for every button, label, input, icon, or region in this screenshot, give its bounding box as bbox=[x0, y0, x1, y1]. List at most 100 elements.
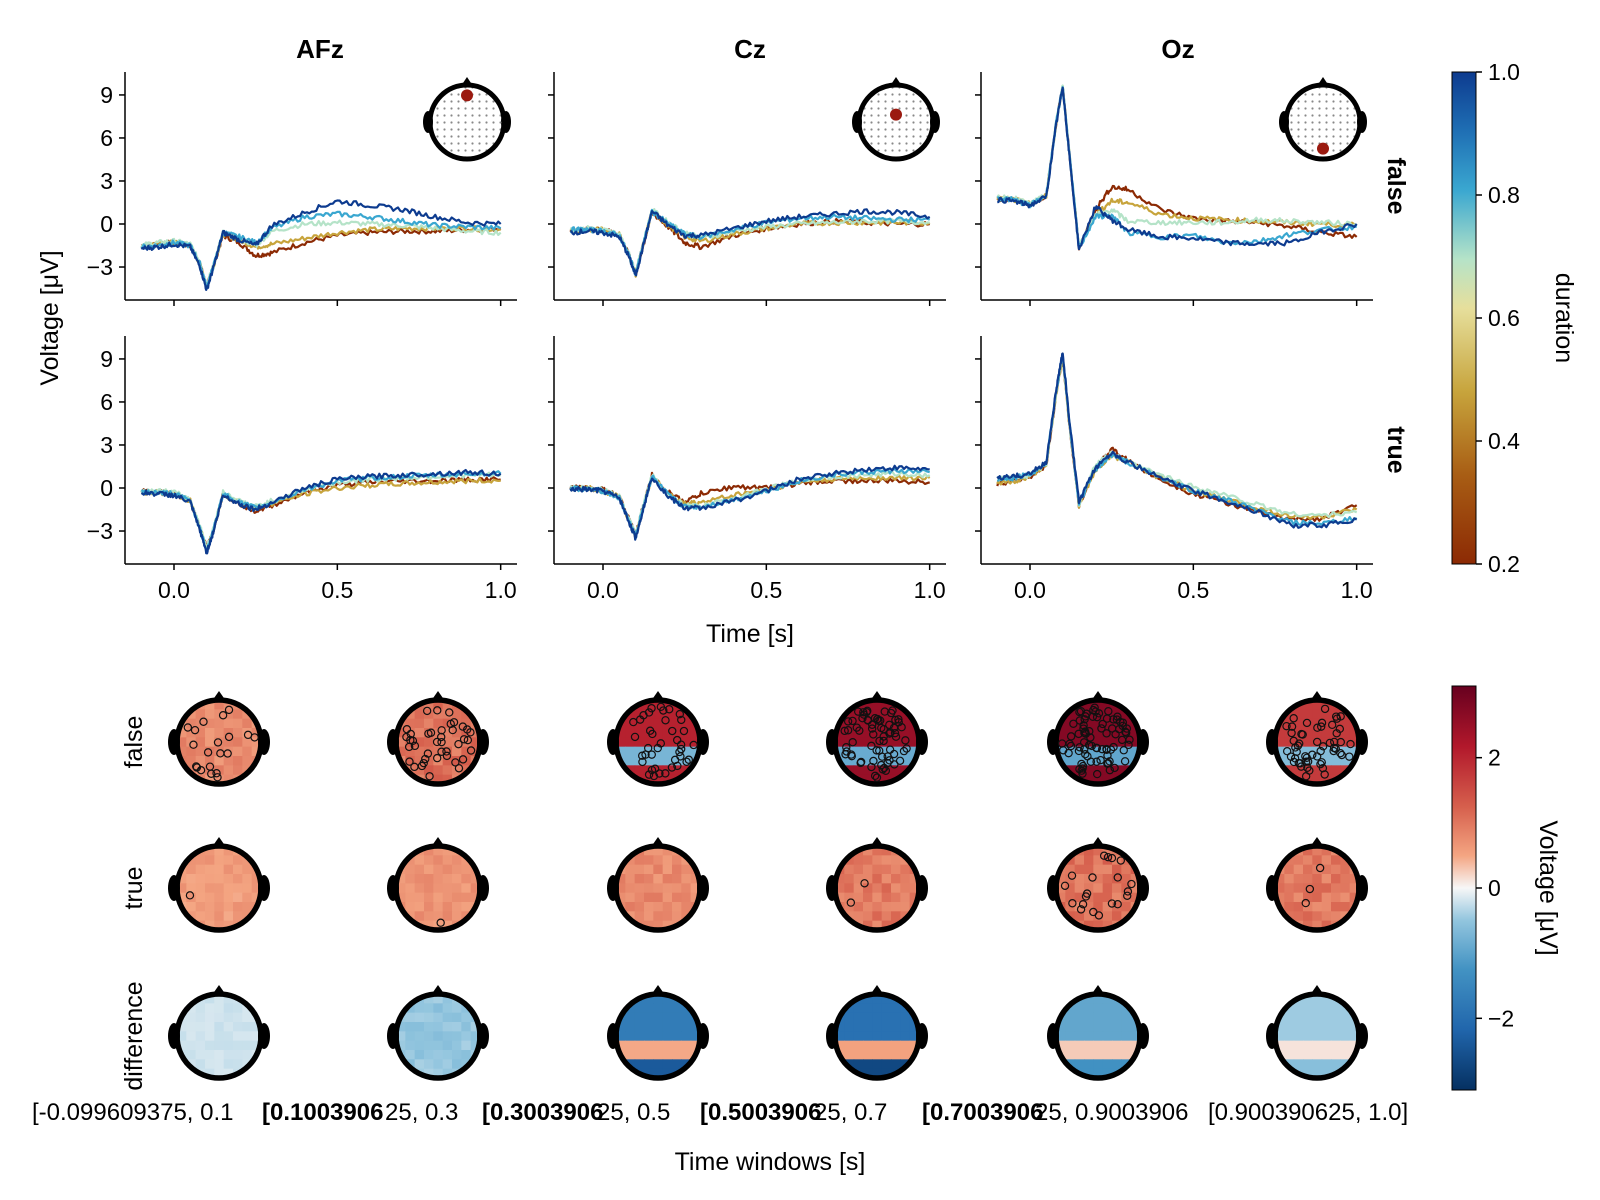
significant-channel-marker bbox=[1082, 889, 1092, 898]
topoplot-cell bbox=[891, 855, 901, 866]
topoplot-cell bbox=[1112, 1022, 1122, 1032]
topo-head-outline bbox=[613, 697, 703, 787]
topoplot-cell bbox=[891, 1050, 901, 1060]
topoplot-cell bbox=[853, 1059, 864, 1070]
topoplot-cell bbox=[1303, 892, 1313, 903]
topoplot-cell bbox=[835, 892, 845, 903]
topoplot-cell bbox=[853, 1040, 864, 1051]
topoplot-cell bbox=[1084, 774, 1094, 784]
significant-channel-marker bbox=[1289, 714, 1298, 723]
topoplot-cell bbox=[442, 883, 453, 894]
topoplot-cell bbox=[1065, 1022, 1076, 1032]
topoplot-cell bbox=[405, 746, 416, 757]
topoplot-cell bbox=[433, 864, 444, 875]
topoplot-cell bbox=[414, 874, 425, 884]
topoplot-cell bbox=[1130, 1031, 1140, 1042]
topoplot-cell bbox=[433, 1012, 444, 1023]
topoplot-cell bbox=[1349, 728, 1359, 738]
topoplot-cell bbox=[1084, 902, 1094, 912]
voltage-colorbar-tick-label: 2 bbox=[1488, 745, 1501, 771]
topoplot-cell bbox=[1084, 700, 1094, 710]
topoplot-cell bbox=[442, 874, 453, 884]
duration-colorbar-tick-label: 0.2 bbox=[1488, 551, 1520, 577]
significant-channel-marker bbox=[1069, 719, 1078, 728]
topoplot-cell bbox=[442, 1059, 453, 1070]
significant-channel-marker bbox=[1110, 763, 1119, 773]
topoplot-cell bbox=[1293, 1050, 1304, 1060]
topoplot-cell bbox=[1284, 728, 1295, 738]
topoplot-cell bbox=[1102, 911, 1113, 922]
topoplot-cell bbox=[1084, 846, 1094, 856]
significant-channel-marker bbox=[1097, 724, 1106, 733]
topoplot-cell bbox=[223, 765, 234, 776]
topoplot-cell bbox=[1321, 855, 1332, 866]
topoplot-cell bbox=[1293, 765, 1304, 776]
topoplot-cell bbox=[1349, 1068, 1359, 1078]
topoplot-cell bbox=[662, 1031, 673, 1042]
topoplot-cell bbox=[644, 1003, 654, 1014]
topoplot-false-window-6 bbox=[1266, 691, 1368, 787]
topoplot-cell bbox=[690, 774, 700, 784]
topoplot-cell bbox=[1074, 911, 1085, 922]
topoplot-cell bbox=[195, 765, 206, 776]
topoplot-cell bbox=[233, 1012, 243, 1023]
topoplot-cell bbox=[1331, 874, 1341, 884]
topoplot-cell bbox=[214, 718, 225, 729]
topoplot-cell bbox=[424, 920, 434, 930]
duration-colorbar-tick-label: 0.6 bbox=[1488, 305, 1520, 331]
topo-head-outline bbox=[393, 843, 483, 933]
topoplot-cell bbox=[452, 746, 462, 757]
significant-channel-marker bbox=[889, 723, 899, 733]
topoplot-cell bbox=[1093, 1022, 1104, 1032]
topoplot-cell bbox=[653, 756, 664, 766]
topoplot-cell bbox=[1331, 883, 1341, 894]
topoplot-cell bbox=[835, 1040, 845, 1051]
topoplot-cell bbox=[863, 774, 873, 784]
topoplot-cell bbox=[1275, 1022, 1285, 1032]
topoplot-cell bbox=[442, 746, 453, 757]
significant-channel-marker bbox=[1286, 752, 1296, 761]
topoplot-cell bbox=[251, 920, 261, 930]
topoplot-cell bbox=[625, 883, 636, 894]
topoplot-cell bbox=[881, 1059, 892, 1070]
topoplot-cell bbox=[881, 718, 892, 729]
significant-channel-marker bbox=[458, 722, 468, 731]
significant-channel-marker bbox=[867, 720, 877, 729]
significant-channel-marker bbox=[1078, 900, 1088, 909]
topoplot-cell bbox=[872, 700, 883, 710]
topoplot-cell bbox=[644, 774, 654, 784]
significant-channel-marker bbox=[1088, 873, 1097, 882]
topoplot-cell bbox=[891, 874, 901, 884]
topoplot-cell bbox=[1121, 728, 1132, 738]
topoplot-cell bbox=[863, 700, 873, 710]
significant-channel-marker bbox=[643, 743, 653, 753]
window-label-4a: [0.5003906 bbox=[700, 1099, 821, 1126]
significant-channel-marker bbox=[1111, 730, 1120, 739]
topoplot-cell bbox=[214, 1022, 225, 1032]
topoplot-cell bbox=[461, 746, 472, 757]
topoplot-cell bbox=[1321, 1031, 1332, 1042]
topoplot-cell bbox=[214, 902, 225, 912]
topoplot-cell bbox=[1084, 718, 1094, 729]
topoplot-cell bbox=[616, 892, 626, 903]
topoplot-cell bbox=[872, 718, 883, 729]
topoplot-cell bbox=[223, 855, 234, 866]
significant-channel-marker bbox=[867, 724, 877, 733]
topoplot-cell bbox=[1303, 1059, 1313, 1070]
topoplot-cell bbox=[1293, 1040, 1304, 1051]
topoplot-cell bbox=[442, 1050, 453, 1060]
topoplot-cell bbox=[1093, 1068, 1104, 1078]
topoplot-cell bbox=[223, 1059, 234, 1070]
topoplot-cell bbox=[616, 883, 626, 894]
significant-channel-marker bbox=[1124, 740, 1133, 750]
topoplot-cell bbox=[863, 883, 873, 894]
topoplot-cell bbox=[1056, 874, 1066, 884]
topoplot-cell bbox=[1321, 892, 1332, 903]
topoplot-cell bbox=[1074, 1003, 1085, 1014]
topoplot-cell bbox=[1293, 1031, 1304, 1042]
topoplot-cell bbox=[433, 1022, 444, 1032]
voltage-colorbar-ticks: −2 0 2 bbox=[1476, 745, 1514, 1031]
topo-row-label-true: true bbox=[120, 866, 148, 909]
topoplot-cell bbox=[625, 737, 636, 748]
topoplot-cell bbox=[195, 1022, 206, 1032]
